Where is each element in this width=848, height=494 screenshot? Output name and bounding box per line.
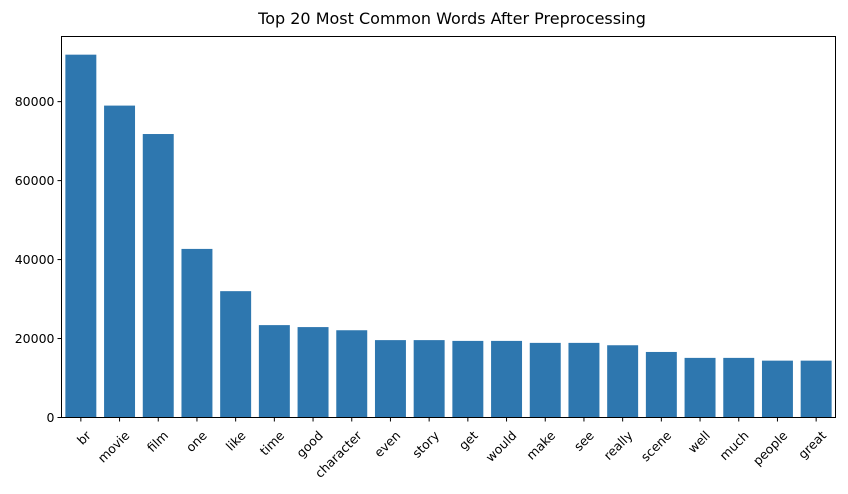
bar-great [800,360,832,418]
bar-get [452,340,484,418]
bar-scene [645,351,677,418]
y-tick-label: 20000 [15,331,55,346]
x-tick-label: great [795,428,829,462]
bar-film [142,134,174,418]
x-tick-label: even [371,428,403,460]
y-tick-label: 40000 [15,252,55,267]
bar-like [220,291,252,418]
bar-time [258,325,290,418]
bar-movie [104,105,136,418]
plot-frame [61,36,836,418]
bar-much [723,357,755,418]
bars-group [65,54,832,418]
x-tick-label: much [716,428,751,463]
y-tick-label: 0 [47,410,55,425]
bar-see [568,342,600,418]
y-tick-label: 80000 [15,94,55,109]
x-tick-label: story [409,427,442,460]
x-tick-label: get [456,428,481,453]
bar-make [529,342,561,418]
bar-people [761,360,793,418]
bar-well [684,357,716,418]
x-tick-label: good [293,428,326,461]
x-tick-label: like [223,428,249,454]
y-tick-label: 60000 [15,173,55,188]
x-tick-label: one [183,428,210,455]
x-tick-label: people [750,428,791,469]
chart-title: Top 20 Most Common Words After Preproces… [257,9,646,28]
bar-one [181,248,213,418]
x-tick-label: really [601,427,636,462]
bar-good [297,327,329,418]
x-tick-label: movie [95,428,133,466]
x-tick-label: would [483,428,520,465]
bar-even [374,340,406,418]
bar-character [336,330,368,418]
bar-br [65,54,97,418]
bar-would [491,340,523,418]
y-axis: 0 20000 40000 60000 80000 [15,94,62,425]
x-tick-label: well [685,428,713,456]
x-tick-label: time [257,428,288,459]
x-tick-label: film [144,428,171,455]
bar-story [413,340,445,418]
x-tick-label: see [571,428,597,454]
bar-really [607,345,639,418]
x-tick-label: scene [638,428,675,465]
x-tick-label: br [74,427,94,447]
x-tick-label: make [523,428,558,463]
